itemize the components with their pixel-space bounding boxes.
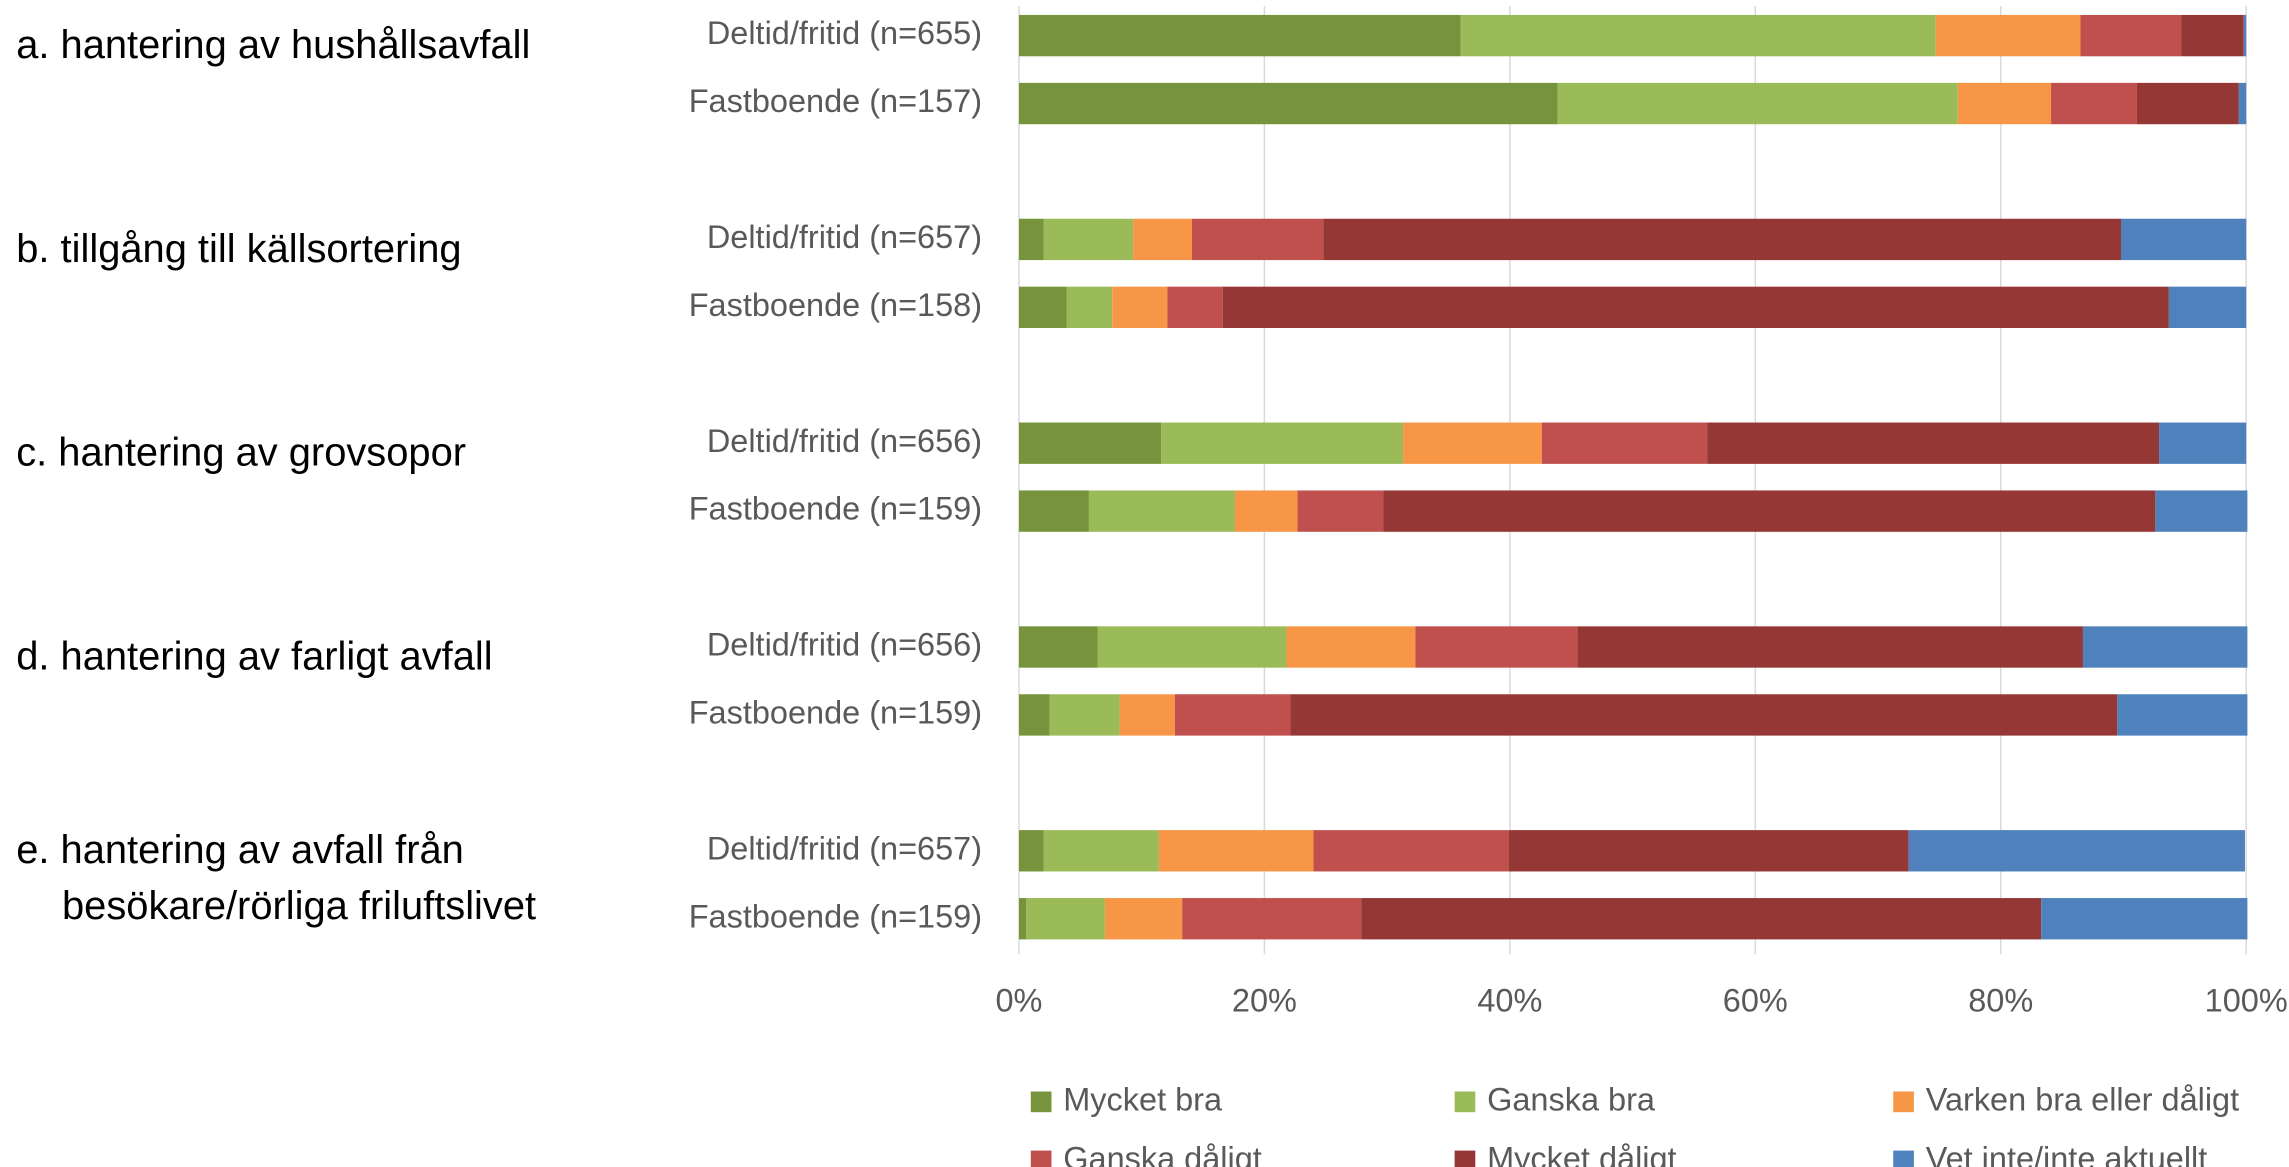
bar-segment — [1018, 14, 1461, 57]
bar-segment — [2080, 14, 2182, 57]
bar-segment — [1234, 490, 1298, 532]
category-label: Fastboende (n=159) — [689, 695, 982, 731]
x-tick-label: 20% — [1232, 982, 1297, 1018]
category-label: Deltid/fritid (n=657) — [707, 219, 982, 255]
legend-label: Mycket bra — [1063, 1081, 1223, 1117]
bar-segment — [1161, 422, 1404, 464]
bar-segment — [1018, 422, 1162, 464]
bar-segment — [1158, 830, 1314, 872]
bar-segment — [1415, 626, 1578, 668]
category-label: Fastboende (n=159) — [689, 491, 982, 527]
bar-segment — [2117, 694, 2248, 736]
bar-segment — [1323, 218, 2121, 261]
legend-label: Varken bra eller dåligt — [1926, 1081, 2239, 1117]
bar-segment — [1541, 422, 1708, 464]
bar-segment — [2155, 490, 2248, 532]
x-tick-label: 0% — [996, 982, 1043, 1018]
bar-segment — [2120, 218, 2247, 261]
bar-segment — [1297, 490, 1384, 532]
bar-segment — [1957, 82, 2052, 125]
group-label: a. hantering av hushållsavfall — [16, 23, 530, 67]
x-tick-label: 40% — [1477, 982, 1542, 1018]
legend-swatch — [1893, 1150, 1914, 1167]
legend-label: Ganska bra — [1487, 1081, 1656, 1117]
bar-segment — [1066, 286, 1113, 329]
category-label: Fastboende (n=158) — [689, 287, 982, 323]
bar-segment — [1043, 830, 1159, 872]
category-label: Deltid/fritid (n=655) — [707, 15, 982, 51]
legend-label: Ganska dåligt — [1063, 1140, 1262, 1167]
bar-segment — [2051, 82, 2137, 125]
group-label: b. tillgång till källsortering — [16, 227, 461, 271]
legend-label: Mycket dåligt — [1487, 1140, 1676, 1167]
bar-segment — [2181, 14, 2244, 57]
bar-segment — [1508, 830, 1909, 872]
category-label: Deltid/fritid (n=657) — [707, 830, 982, 866]
bar-segment — [1935, 14, 2081, 57]
bar-segment — [1361, 898, 2042, 940]
bar-segment — [2159, 422, 2247, 464]
bar-segment — [2238, 82, 2247, 125]
bar-segment — [1290, 694, 2118, 736]
bar-segment — [1018, 898, 1027, 940]
category-label: Deltid/fritid (n=656) — [707, 423, 982, 459]
bar-segment — [1908, 830, 2245, 872]
group-label: e. hantering av avfall från — [16, 828, 464, 872]
bar-segment — [1088, 490, 1235, 532]
bar-segment — [1174, 694, 1291, 736]
bar-segment — [1182, 898, 1362, 940]
category-label: Fastboende (n=159) — [689, 898, 982, 934]
bar-segment — [1104, 898, 1183, 940]
bar-segment — [2041, 898, 2248, 940]
bar-segment — [1313, 830, 1509, 872]
bar-segment — [1383, 490, 2156, 532]
category-label: Fastboende (n=157) — [689, 83, 982, 119]
legend-swatch — [1454, 1091, 1476, 1113]
bar-segment — [1557, 82, 1958, 125]
category-label: Deltid/fritid (n=656) — [707, 627, 982, 663]
bar-segment — [1133, 218, 1193, 261]
bar-segment — [1707, 422, 2160, 464]
bar-segment — [1043, 218, 1134, 261]
bar-segment — [1222, 286, 2169, 329]
bar-segment — [1097, 626, 1287, 668]
bar-segment — [1026, 898, 1105, 940]
bar-segment — [1403, 422, 1542, 464]
bar-segment — [1018, 830, 1044, 872]
bar-segment — [1018, 626, 1098, 668]
bar-segment — [1286, 626, 1416, 668]
bar-segment — [1577, 626, 2083, 668]
bar-segment — [1192, 218, 1324, 261]
legend-swatch — [1893, 1091, 1914, 1113]
bar-segment — [1018, 490, 1089, 532]
bar-segment — [1460, 14, 1936, 57]
group-label: d. hantering av farligt avfall — [16, 634, 492, 678]
group-label: c. hantering av grovsopor — [16, 431, 466, 475]
bar-segment — [1018, 218, 1044, 261]
legend-swatch — [1030, 1150, 1052, 1167]
bar-segment — [1112, 286, 1168, 329]
x-tick-label: 60% — [1723, 982, 1788, 1018]
legend-swatch — [1454, 1150, 1476, 1167]
legend-swatch — [1030, 1091, 1052, 1113]
x-tick-label: 80% — [1968, 982, 2033, 1018]
bar-segment — [1167, 286, 1223, 329]
bar-segment — [2168, 286, 2247, 329]
bar-segment — [2136, 82, 2239, 125]
legend-label: Vet inte/inte aktuellt — [1926, 1140, 2208, 1167]
bar-segment — [2082, 626, 2248, 668]
bar-segment — [1119, 694, 1175, 736]
bar-segment — [2243, 14, 2247, 57]
bar-segment — [1049, 694, 1120, 736]
group-label: besökare/rörliga friluftslivet — [62, 884, 536, 928]
bar-segment — [1018, 286, 1067, 329]
x-tick-label: 100% — [2205, 982, 2288, 1018]
bar-segment — [1018, 694, 1050, 736]
bar-segment — [1018, 82, 1558, 125]
